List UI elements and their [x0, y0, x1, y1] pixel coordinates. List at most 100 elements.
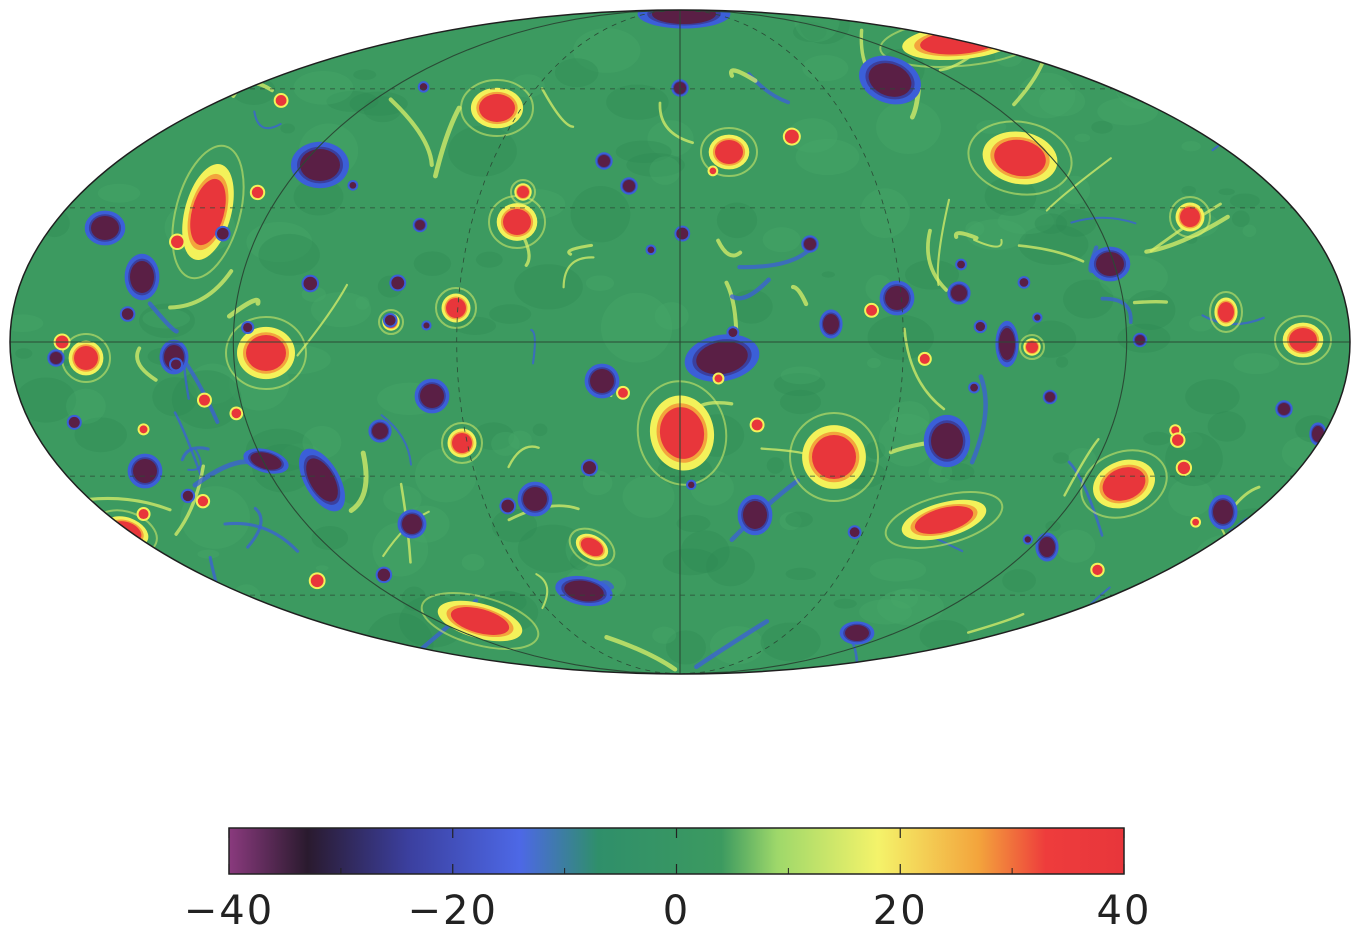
- small-vortex-core: [121, 308, 134, 320]
- vortex-outer-ring: [1080, 449, 1168, 519]
- texture-blob: [285, 638, 309, 657]
- vortex-outer-ring: [1019, 334, 1045, 360]
- texture-blob: [413, 251, 452, 276]
- texture-blob: [1171, 579, 1228, 620]
- small-vortex-core: [688, 481, 695, 489]
- texture-blob: [1002, 569, 1036, 593]
- texture-blob: [1063, 279, 1114, 319]
- cyclone-vortex: [61, 333, 111, 383]
- texture-blob: [569, 552, 589, 571]
- small-vortex-core: [1024, 536, 1031, 543]
- cyclone-vortex: [460, 79, 534, 137]
- filament: [969, 374, 988, 465]
- texture-blob: [138, 95, 158, 105]
- small-vortex-core: [1034, 314, 1041, 321]
- anticyclone-vortex: [923, 414, 971, 468]
- texture-blob: [762, 227, 801, 253]
- vortex-core: [914, 506, 974, 534]
- texture-blob: [1097, 97, 1158, 126]
- small-vortex-core: [1019, 278, 1029, 287]
- vortex-core: [452, 433, 472, 453]
- texture-blob: [665, 630, 706, 665]
- filament: [246, 506, 263, 549]
- texture-blob: [941, 462, 975, 481]
- cyclone-vortex: [884, 491, 1004, 549]
- texture-blob: [585, 275, 615, 291]
- filament: [388, 97, 434, 167]
- texture-blob: [1304, 151, 1332, 172]
- cyclone-vortex: [488, 195, 546, 249]
- vortex-core: [715, 140, 743, 164]
- texture-blob: [26, 630, 46, 647]
- colorbar-tick-label: 0: [663, 888, 690, 931]
- anticyclone-vortex: [243, 448, 289, 474]
- filament: [296, 283, 349, 357]
- small-vortex-core: [849, 527, 860, 538]
- texture-blob: [606, 84, 669, 120]
- filament: [86, 496, 172, 512]
- anticyclone-vortex: [291, 141, 349, 189]
- anticyclone-vortex: [412, 217, 428, 233]
- texture-blob: [70, 593, 88, 606]
- texture-blob: [1296, 581, 1350, 613]
- filament: [716, 238, 743, 258]
- cyclone-vortex: [789, 412, 879, 502]
- texture-blob: [1231, 210, 1250, 228]
- texture-blob: [97, 183, 141, 203]
- vortex-core: [1026, 341, 1038, 353]
- texture-blob: [1193, 534, 1259, 589]
- vortex-outer-ring: [171, 144, 245, 280]
- texture-blob: [905, 259, 960, 290]
- texture-blob: [652, 626, 677, 644]
- small-vortex-core: [501, 499, 515, 513]
- texture-blob: [472, 422, 515, 451]
- filament: [147, 301, 179, 334]
- filament: [10, 75, 55, 105]
- anticyclone-vortex: [1042, 389, 1058, 405]
- vortex-core: [623, 180, 635, 192]
- texture-blob: [582, 470, 613, 496]
- vortex-core: [1135, 335, 1145, 345]
- filament: [903, 327, 946, 411]
- texture-blob: [349, 91, 408, 116]
- vortex-core: [590, 369, 614, 393]
- vortex-outer-ring: [1274, 315, 1332, 365]
- cyclone-vortex: [1274, 315, 1332, 365]
- texture-blob: [706, 546, 755, 587]
- filament: [1017, 244, 1085, 263]
- cyclone-vortex: [700, 127, 758, 177]
- texture-blob: [149, 62, 176, 87]
- texture-blob: [965, 221, 985, 237]
- texture-blob: [1125, 290, 1176, 331]
- filament: [1034, 637, 1108, 651]
- small-vortex-core: [618, 387, 628, 398]
- filament: [380, 414, 413, 466]
- filament: [1063, 438, 1100, 497]
- anticyclone-vortex: [298, 448, 346, 512]
- anticyclone-vortex: [1275, 400, 1293, 418]
- small-vortex-core: [275, 95, 287, 106]
- small-vortex-core: [384, 314, 396, 326]
- vortex-core: [598, 155, 610, 167]
- map-outline: [9, 9, 1351, 675]
- texture-blob: [779, 389, 822, 415]
- texture-blob: [1207, 411, 1246, 442]
- vortex-core: [74, 346, 98, 370]
- filament: [348, 450, 369, 513]
- cyclone-vortex: [435, 287, 477, 329]
- texture-blob: [1067, 447, 1097, 474]
- texture-blob: [448, 125, 517, 177]
- small-vortex-core: [231, 408, 242, 419]
- texture-blob: [1188, 315, 1213, 332]
- colorbar-tick-label: 40: [1097, 888, 1152, 931]
- filament: [972, 238, 1003, 248]
- texture-blob: [787, 118, 838, 153]
- vortex-core: [523, 487, 547, 511]
- texture-blob: [622, 475, 675, 519]
- filament: [790, 284, 809, 307]
- small-vortex-core: [957, 260, 965, 269]
- filament: [507, 445, 540, 469]
- vortex-core: [652, 10, 716, 24]
- small-vortex-core: [1172, 434, 1184, 446]
- vortex-outer-ring: [1209, 291, 1243, 333]
